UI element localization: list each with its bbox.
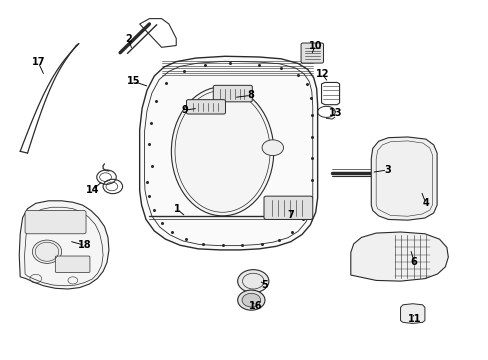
Text: 5: 5 — [261, 280, 268, 290]
Polygon shape — [19, 201, 109, 289]
Text: 17: 17 — [31, 57, 45, 67]
FancyBboxPatch shape — [186, 100, 225, 114]
Text: 1: 1 — [173, 204, 180, 215]
Text: 16: 16 — [248, 301, 262, 311]
Circle shape — [237, 270, 268, 293]
FancyBboxPatch shape — [55, 256, 90, 273]
Text: 12: 12 — [315, 69, 328, 79]
Text: 7: 7 — [287, 210, 294, 220]
Ellipse shape — [32, 240, 61, 264]
Polygon shape — [370, 137, 436, 220]
Polygon shape — [140, 56, 317, 250]
FancyBboxPatch shape — [264, 196, 312, 220]
Circle shape — [242, 293, 260, 307]
Text: 13: 13 — [329, 108, 342, 118]
FancyBboxPatch shape — [25, 211, 86, 234]
Text: 14: 14 — [85, 185, 99, 195]
Circle shape — [262, 140, 283, 156]
Text: 8: 8 — [247, 90, 254, 100]
Text: 11: 11 — [407, 314, 420, 324]
Circle shape — [237, 290, 264, 310]
Text: 3: 3 — [383, 165, 390, 175]
Ellipse shape — [171, 87, 273, 216]
Text: 9: 9 — [181, 105, 188, 115]
Text: 10: 10 — [308, 41, 321, 50]
Polygon shape — [350, 232, 447, 281]
Text: 6: 6 — [410, 257, 417, 267]
Text: 15: 15 — [126, 76, 140, 86]
Text: 4: 4 — [422, 198, 428, 208]
Text: 18: 18 — [78, 240, 91, 250]
Polygon shape — [400, 304, 424, 323]
FancyBboxPatch shape — [213, 85, 252, 102]
FancyBboxPatch shape — [301, 43, 323, 63]
Text: 2: 2 — [125, 34, 132, 44]
